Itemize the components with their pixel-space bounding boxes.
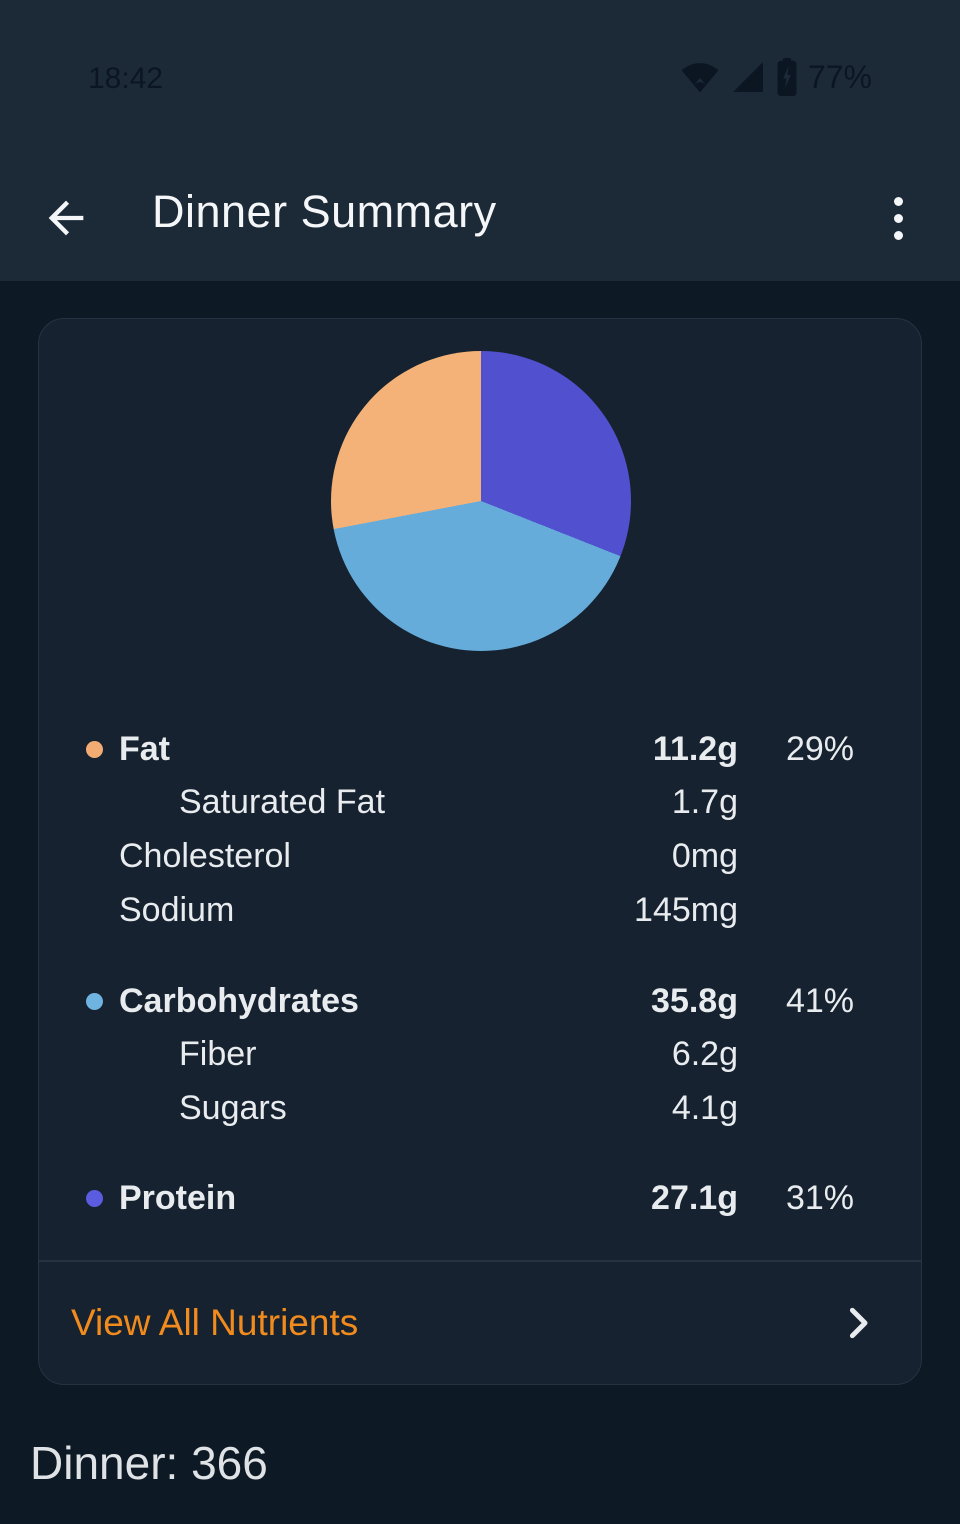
back-button[interactable] bbox=[40, 192, 92, 244]
overflow-menu-button[interactable] bbox=[872, 188, 924, 248]
nutrient-label: Sugars bbox=[179, 1088, 287, 1127]
nutrition-summary-card: Fat 11.2g 29% Saturated Fat 1.7g Cholest… bbox=[38, 318, 922, 1385]
nutrient-label: Cholesterol bbox=[119, 836, 291, 875]
nutrient-row-fat: Fat 11.2g 29% bbox=[86, 722, 854, 776]
nutrient-row-sodium: Sodium 145mg bbox=[119, 883, 854, 937]
kebab-dot bbox=[893, 230, 903, 240]
nutrient-row-fiber: Fiber 6.2g bbox=[119, 1027, 854, 1081]
macro-pie-chart bbox=[331, 351, 631, 651]
battery-percent: 77% bbox=[807, 58, 872, 95]
kebab-dot bbox=[893, 213, 903, 223]
nutrient-value: 0mg bbox=[671, 836, 738, 875]
protein-legend-dot bbox=[86, 1189, 103, 1207]
nutrient-value: 4.1g bbox=[671, 1088, 738, 1127]
nutrient-value: 145mg bbox=[634, 890, 738, 929]
nutrient-value: 27.1g bbox=[651, 1178, 738, 1217]
nutrient-row-cholesterol: Cholesterol 0mg bbox=[119, 829, 854, 883]
status-icons: 77% bbox=[680, 58, 872, 96]
nutrient-percent: 31% bbox=[785, 1178, 854, 1217]
arrow-back-icon bbox=[48, 200, 84, 236]
nutrient-value: 35.8g bbox=[651, 981, 738, 1020]
nutrient-label: Fiber bbox=[179, 1034, 257, 1073]
nutrient-percent: 41% bbox=[785, 981, 854, 1020]
nutrient-value: 6.2g bbox=[671, 1034, 738, 1073]
nutrient-label: Carbohydrates bbox=[119, 981, 359, 1020]
carbs-legend-dot bbox=[86, 992, 103, 1010]
view-all-nutrients-button[interactable]: View All Nutrients bbox=[39, 1260, 921, 1385]
nutrient-value: 1.7g bbox=[671, 782, 738, 821]
nutrient-percent: 29% bbox=[785, 729, 854, 768]
fat-legend-dot bbox=[86, 740, 103, 758]
meal-total-label: Dinner: 366 bbox=[30, 1437, 268, 1489]
view-all-nutrients-label: View All Nutrients bbox=[71, 1301, 359, 1343]
nutrient-label: Saturated Fat bbox=[179, 782, 386, 821]
nutrient-row-saturated-fat: Saturated Fat 1.7g bbox=[119, 775, 854, 829]
app-bar bbox=[0, 0, 960, 281]
cellular-signal-icon bbox=[730, 59, 766, 95]
card-divider bbox=[39, 1260, 921, 1262]
nutrient-label: Sodium bbox=[119, 890, 235, 929]
chevron-right-icon bbox=[841, 1303, 875, 1343]
nutrient-label: Fat bbox=[119, 729, 170, 768]
nutrient-value: 11.2g bbox=[652, 729, 738, 768]
status-time: 18:42 bbox=[88, 62, 164, 95]
nutrient-row-protein: Protein 27.1g 31% bbox=[86, 1171, 854, 1225]
wifi-icon bbox=[680, 59, 720, 95]
nutrient-label: Protein bbox=[119, 1178, 237, 1217]
nutrient-row-sugars: Sugars 4.1g bbox=[119, 1081, 854, 1135]
page-title: Dinner Summary bbox=[152, 186, 497, 237]
battery-charging-icon bbox=[776, 58, 798, 96]
nutrient-row-carbohydrates: Carbohydrates 35.8g 41% bbox=[86, 974, 854, 1028]
kebab-dot bbox=[893, 196, 903, 206]
toolbar: Dinner Summary bbox=[0, 178, 960, 258]
